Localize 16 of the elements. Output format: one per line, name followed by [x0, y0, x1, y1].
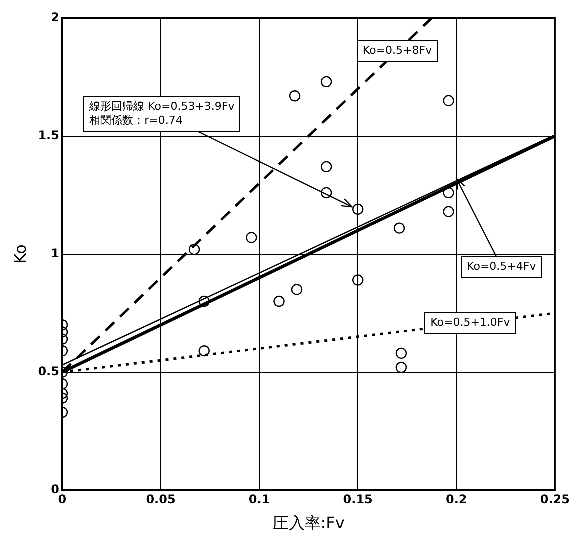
annotation: Ko=0.5+4Fv [461, 256, 542, 278]
annotation: Ko=0.5+1.0Fv [424, 312, 516, 334]
x-tick-label: 0.2 [446, 492, 468, 507]
x-axis-title: 圧入率:Fv [272, 514, 345, 533]
y-tick-label: 0.5 [38, 364, 60, 378]
x-tick-label: 0.1 [248, 492, 270, 507]
y-tick-label: 0 [51, 482, 60, 497]
annotation: Ko=0.5+8Fv [356, 40, 438, 62]
x-tick-label: 0.25 [540, 492, 570, 507]
y-tick-label: 2 [51, 10, 60, 24]
y-tick-label: 1 [51, 246, 60, 260]
x-tick-label: 0.05 [146, 492, 176, 507]
x-tick-label: 0.15 [343, 492, 373, 507]
y-axis-title: Ko [10, 244, 30, 264]
y-tick-label: 1.5 [38, 128, 60, 142]
annotation: 線形回帰線 Ko=0.53+3.9Fv 相関係数：r=0.74 [84, 96, 241, 132]
